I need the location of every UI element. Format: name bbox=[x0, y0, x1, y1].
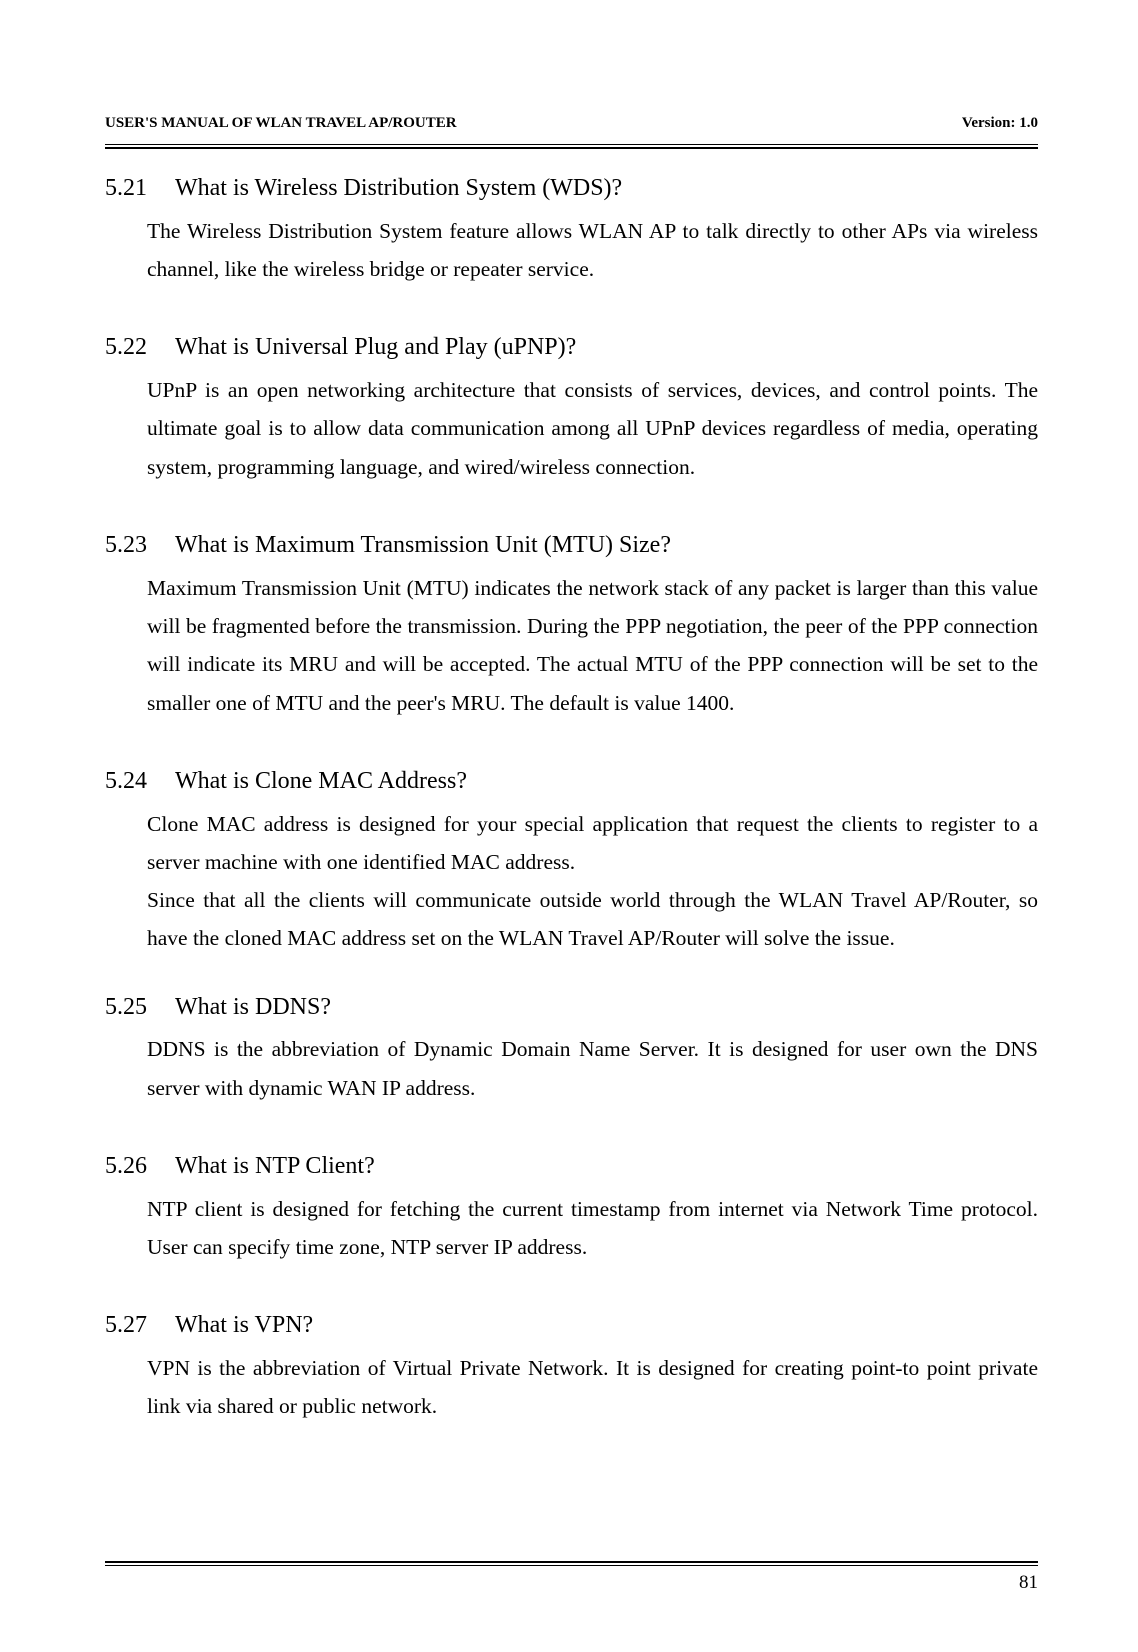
section: 5.21What is Wireless Distribution System… bbox=[105, 171, 1038, 288]
section-number: 5.24 bbox=[105, 764, 175, 799]
section: 5.26What is NTP Client? NTP client is des… bbox=[105, 1149, 1038, 1266]
header-row: USER'S MANUAL OF WLAN TRAVEL AP/ROUTER V… bbox=[105, 115, 1038, 132]
section: 5.24What is Clone MAC Address? Clone MAC … bbox=[105, 764, 1038, 958]
section-body: NTP client is designed for fetching the … bbox=[105, 1190, 1038, 1267]
section-number: 5.27 bbox=[105, 1308, 175, 1343]
header-right: Version: 1.0 bbox=[962, 115, 1038, 132]
section-gap bbox=[105, 976, 1038, 990]
section-title: What is Universal Plug and Play (uPNP)? bbox=[175, 334, 576, 360]
section: 5.23What is Maximum Transmission Unit (M… bbox=[105, 528, 1038, 722]
section-body: Maximum Transmission Unit (MTU) indicate… bbox=[105, 569, 1038, 722]
section-heading: 5.27What is VPN? bbox=[105, 1308, 1038, 1343]
section-heading: 5.22What is Universal Plug and Play (uPN… bbox=[105, 330, 1038, 365]
section-title: What is Maximum Transmission Unit (MTU) … bbox=[175, 532, 671, 558]
section-paragraph: Maximum Transmission Unit (MTU) indicate… bbox=[147, 569, 1038, 722]
section-heading: 5.26What is NTP Client? bbox=[105, 1149, 1038, 1184]
section-paragraph: Clone MAC address is designed for your s… bbox=[147, 805, 1038, 882]
section-title: What is Wireless Distribution System (WD… bbox=[175, 175, 622, 201]
section: 5.25What is DDNS? DDNS is the abbreviatio… bbox=[105, 990, 1038, 1107]
section-paragraph: VPN is the abbreviation of Virtual Priva… bbox=[147, 1349, 1038, 1426]
section-number: 5.25 bbox=[105, 990, 175, 1025]
rule-top bbox=[105, 144, 1038, 149]
section-gap bbox=[105, 1284, 1038, 1308]
header-left: USER'S MANUAL OF WLAN TRAVEL AP/ROUTER bbox=[105, 115, 457, 132]
section-body: Clone MAC address is designed for your s… bbox=[105, 805, 1038, 958]
sections-container: 5.21What is Wireless Distribution System… bbox=[105, 171, 1038, 1474]
section-paragraph: UPnP is an open networking architecture … bbox=[147, 371, 1038, 486]
page-number: 81 bbox=[105, 1572, 1038, 1594]
section-gap bbox=[105, 1125, 1038, 1149]
section-title: What is DDNS? bbox=[175, 994, 331, 1020]
section-body: UPnP is an open networking architecture … bbox=[105, 371, 1038, 486]
section-paragraph: The Wireless Distribution System feature… bbox=[147, 212, 1038, 289]
section-heading: 5.21What is Wireless Distribution System… bbox=[105, 171, 1038, 206]
section-number: 5.21 bbox=[105, 171, 175, 206]
section-gap bbox=[105, 1444, 1038, 1474]
section-gap bbox=[105, 504, 1038, 528]
section-paragraph: DDNS is the abbreviation of Dynamic Doma… bbox=[147, 1030, 1038, 1107]
section-number: 5.26 bbox=[105, 1149, 175, 1184]
rule-bottom bbox=[105, 1561, 1038, 1566]
section-title: What is Clone MAC Address? bbox=[175, 768, 467, 794]
section: 5.22What is Universal Plug and Play (uPN… bbox=[105, 330, 1038, 486]
section-paragraph: Since that all the clients will communic… bbox=[147, 881, 1038, 958]
footer: 81 bbox=[105, 1561, 1038, 1594]
section-number: 5.22 bbox=[105, 330, 175, 365]
section-heading: 5.24What is Clone MAC Address? bbox=[105, 764, 1038, 799]
section-body: VPN is the abbreviation of Virtual Priva… bbox=[105, 1349, 1038, 1426]
section-gap bbox=[105, 306, 1038, 330]
section-title: What is VPN? bbox=[175, 1312, 313, 1338]
section-heading: 5.23What is Maximum Transmission Unit (M… bbox=[105, 528, 1038, 563]
section-title: What is NTP Client? bbox=[175, 1153, 375, 1179]
section-body: The Wireless Distribution System feature… bbox=[105, 212, 1038, 289]
section-paragraph: NTP client is designed for fetching the … bbox=[147, 1190, 1038, 1267]
section-gap bbox=[105, 740, 1038, 764]
section-heading: 5.25What is DDNS? bbox=[105, 990, 1038, 1025]
section-body: DDNS is the abbreviation of Dynamic Doma… bbox=[105, 1030, 1038, 1107]
section: 5.27What is VPN? VPN is the abbreviation … bbox=[105, 1308, 1038, 1425]
section-number: 5.23 bbox=[105, 528, 175, 563]
